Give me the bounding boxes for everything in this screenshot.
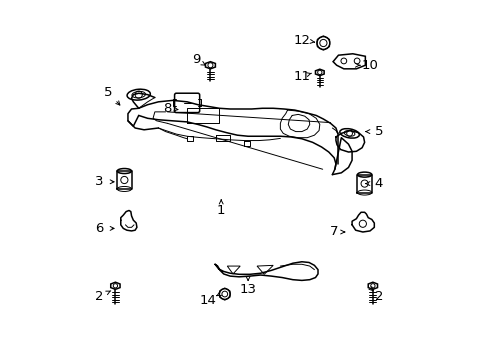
- Text: 3: 3: [95, 175, 103, 188]
- Text: 1: 1: [217, 204, 225, 217]
- Text: 11: 11: [293, 69, 310, 82]
- Text: 2: 2: [95, 290, 103, 303]
- Text: 6: 6: [95, 222, 103, 235]
- Text: 13: 13: [239, 283, 256, 296]
- Text: 10: 10: [361, 59, 378, 72]
- Text: 12: 12: [293, 33, 310, 47]
- FancyBboxPatch shape: [174, 93, 199, 113]
- Text: 5: 5: [374, 125, 383, 138]
- Text: 4: 4: [374, 177, 383, 190]
- Text: 5: 5: [104, 86, 112, 99]
- Text: 8: 8: [163, 102, 171, 115]
- Text: 2: 2: [374, 290, 383, 303]
- Text: 7: 7: [329, 225, 338, 238]
- Text: 9: 9: [191, 53, 200, 66]
- Text: 14: 14: [199, 294, 216, 307]
